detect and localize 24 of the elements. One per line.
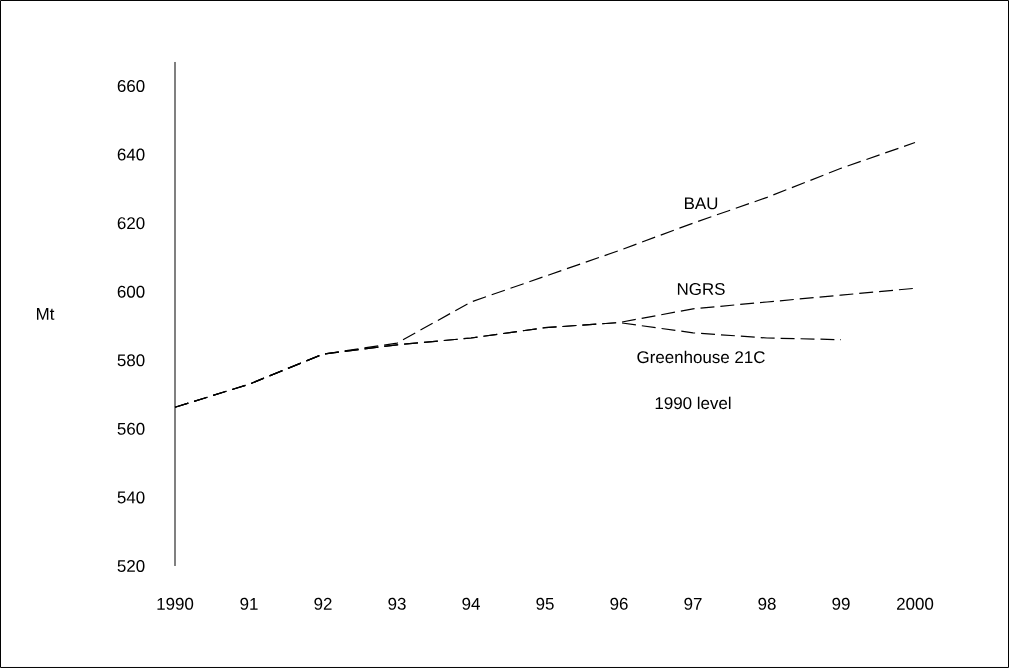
- y-tick-label: 620: [117, 217, 145, 230]
- y-tick-label: 660: [117, 79, 145, 92]
- x-tick-label: 96: [610, 597, 628, 610]
- y-tick-label: 600: [117, 285, 145, 298]
- y-tick-label: 580: [117, 354, 145, 367]
- annotation: 1990 level: [655, 396, 731, 410]
- x-tick-label: 93: [388, 597, 406, 610]
- x-tick-label: 98: [758, 597, 776, 610]
- series-label: Greenhouse 21C: [637, 350, 765, 364]
- y-tick-label: 560: [117, 422, 145, 435]
- x-tick-label: 94: [462, 597, 480, 610]
- x-tick-label: 95: [536, 597, 554, 610]
- x-tick-label: 91: [240, 597, 258, 610]
- series-label: BAU: [684, 197, 718, 210]
- y-axis-title: Mt: [36, 308, 55, 320]
- y-tick-label: 540: [117, 491, 145, 504]
- x-tick-label: 1990: [157, 597, 194, 610]
- x-tick-label: 97: [684, 597, 702, 610]
- y-tick-label: 520: [117, 559, 145, 572]
- x-tick-label: 2000: [897, 597, 934, 610]
- x-tick-label: 99: [832, 597, 850, 610]
- y-tick-label: 640: [117, 148, 145, 161]
- series-label: NGRS: [677, 283, 725, 295]
- x-tick-label: 92: [314, 597, 332, 610]
